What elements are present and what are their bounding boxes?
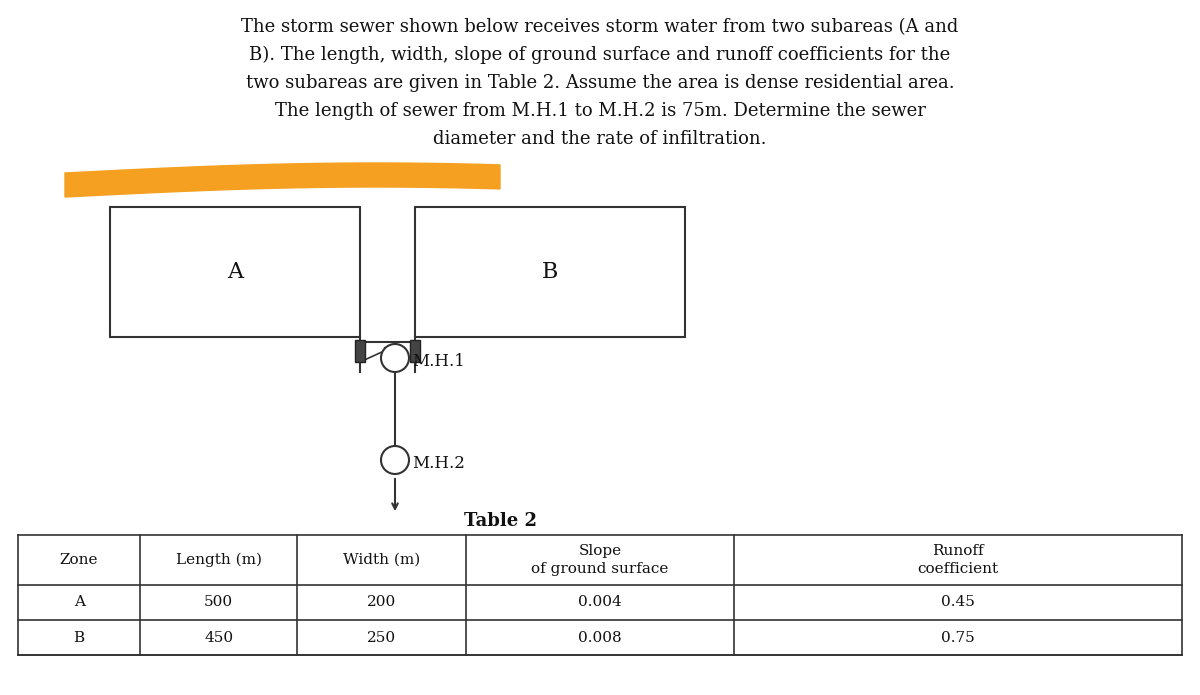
Text: M.H.1: M.H.1 bbox=[412, 352, 464, 370]
Bar bbox=[110, 207, 360, 337]
Text: two subareas are given in Table 2. Assume the area is dense residential area.: two subareas are given in Table 2. Assum… bbox=[246, 74, 954, 92]
Text: 0.75: 0.75 bbox=[941, 630, 974, 644]
Text: Zone: Zone bbox=[60, 553, 98, 567]
Text: 450: 450 bbox=[204, 630, 233, 644]
Circle shape bbox=[382, 344, 409, 372]
Bar bbox=[410, 340, 420, 362]
Text: 0.004: 0.004 bbox=[578, 596, 622, 610]
Text: B: B bbox=[542, 261, 558, 283]
Circle shape bbox=[382, 446, 409, 474]
Text: 250: 250 bbox=[367, 630, 396, 644]
Text: Slope
of ground surface: Slope of ground surface bbox=[532, 544, 668, 575]
Text: B). The length, width, slope of ground surface and runoff coefficients for the: B). The length, width, slope of ground s… bbox=[250, 46, 950, 64]
Text: Runoff
coefficient: Runoff coefficient bbox=[917, 544, 998, 575]
Polygon shape bbox=[65, 163, 500, 197]
Text: diameter and the rate of infiltration.: diameter and the rate of infiltration. bbox=[433, 130, 767, 148]
Text: The length of sewer from M.H.1 to M.H.2 is 75m. Determine the sewer: The length of sewer from M.H.1 to M.H.2 … bbox=[275, 102, 925, 120]
Text: 0.008: 0.008 bbox=[578, 630, 622, 644]
Text: A: A bbox=[73, 596, 85, 610]
Text: 500: 500 bbox=[204, 596, 233, 610]
Text: Length (m): Length (m) bbox=[175, 553, 262, 567]
Bar bbox=[415, 207, 685, 337]
Text: Width (m): Width (m) bbox=[343, 553, 420, 567]
Text: 200: 200 bbox=[367, 596, 396, 610]
Text: 0.45: 0.45 bbox=[941, 596, 974, 610]
Text: B: B bbox=[73, 630, 85, 644]
Bar bbox=[355, 340, 365, 362]
Text: A: A bbox=[227, 261, 242, 283]
Text: M.H.2: M.H.2 bbox=[412, 455, 464, 471]
Text: The storm sewer shown below receives storm water from two subareas (A and: The storm sewer shown below receives sto… bbox=[241, 18, 959, 36]
Text: Table 2: Table 2 bbox=[463, 512, 536, 530]
